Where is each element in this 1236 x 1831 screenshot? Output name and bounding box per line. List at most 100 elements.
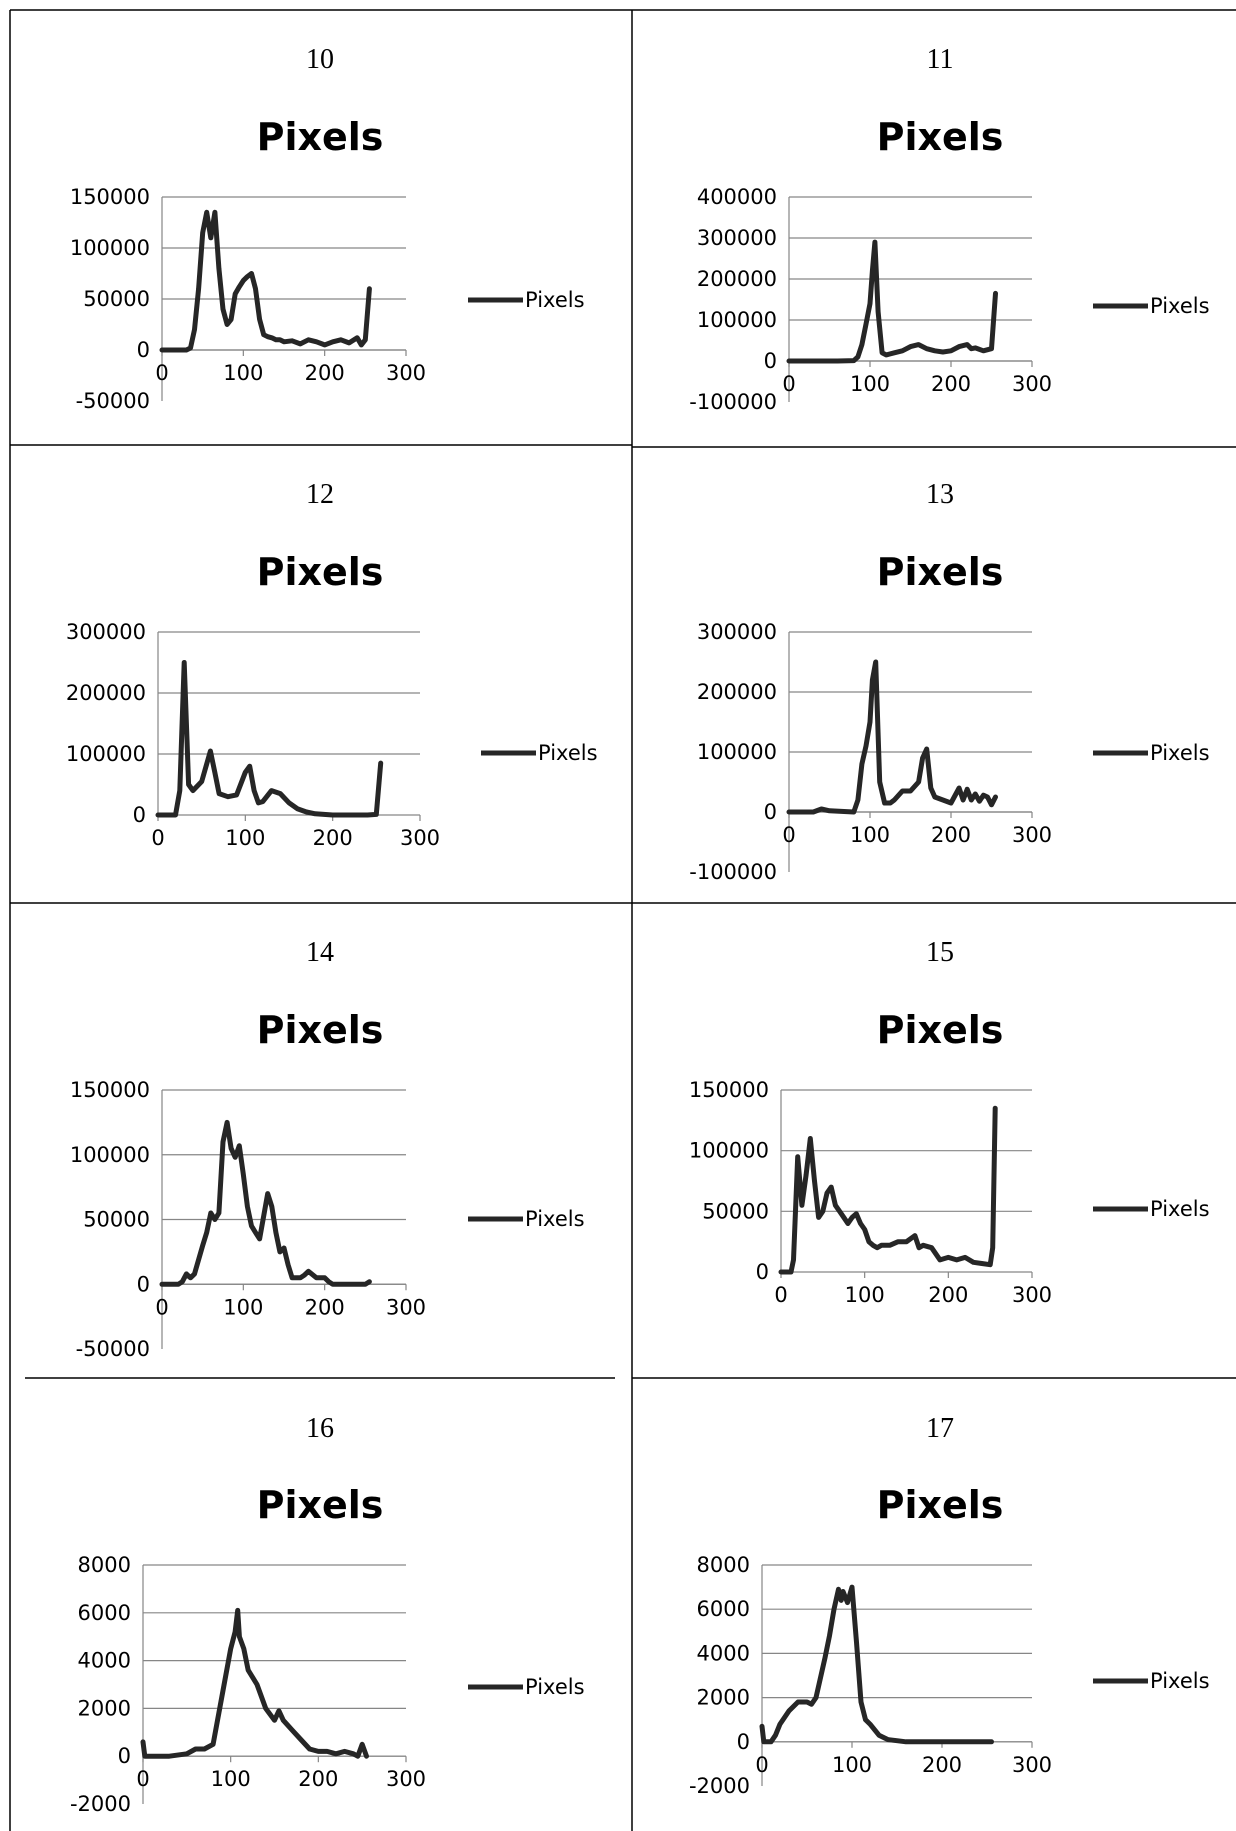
y-tick-label: 6000 bbox=[78, 1601, 131, 1625]
y-tick-label: 300000 bbox=[697, 620, 777, 644]
legend-label: Pixels bbox=[525, 1207, 585, 1231]
x-tick-label: 300 bbox=[1012, 372, 1052, 396]
y-tick-label: 2000 bbox=[697, 1686, 750, 1710]
x-tick-label: 200 bbox=[928, 1283, 968, 1307]
x-tick-label: 200 bbox=[931, 823, 971, 847]
y-tick-label: 200000 bbox=[66, 681, 146, 705]
x-tick-label: 0 bbox=[755, 1753, 768, 1777]
y-tick-label: 100000 bbox=[697, 308, 777, 332]
x-tick-label: 100 bbox=[832, 1753, 872, 1777]
x-tick-label: 300 bbox=[1012, 1753, 1052, 1777]
x-tick-label: 100 bbox=[223, 1295, 263, 1319]
chart-title: Pixels bbox=[877, 115, 1004, 159]
legend-label: Pixels bbox=[538, 741, 598, 765]
x-tick-label: 100 bbox=[223, 361, 263, 385]
chart-title: Pixels bbox=[877, 1008, 1004, 1052]
y-tick-label: 50000 bbox=[702, 1199, 769, 1223]
panel-number: 17 bbox=[926, 1413, 954, 1444]
x-tick-label: 300 bbox=[386, 1295, 426, 1319]
panel-number: 15 bbox=[926, 937, 954, 968]
x-tick-label: 200 bbox=[298, 1767, 338, 1791]
y-tick-label: 100000 bbox=[697, 740, 777, 764]
x-tick-label: 200 bbox=[313, 826, 353, 850]
x-tick-label: 100 bbox=[850, 372, 890, 396]
x-tick-label: 0 bbox=[774, 1283, 787, 1307]
chart-title: Pixels bbox=[257, 550, 384, 594]
legend-label: Pixels bbox=[1150, 1669, 1210, 1693]
y-tick-label: 100000 bbox=[689, 1139, 769, 1163]
x-tick-label: 100 bbox=[211, 1767, 251, 1791]
y-tick-label: -50000 bbox=[76, 1337, 150, 1361]
series-line bbox=[786, 239, 998, 364]
x-tick-label: 300 bbox=[1012, 823, 1052, 847]
y-tick-label: 300000 bbox=[66, 620, 146, 644]
legend-label: Pixels bbox=[1150, 1197, 1210, 1221]
y-tick-label: 8000 bbox=[78, 1553, 131, 1577]
y-tick-label: 150000 bbox=[70, 1078, 150, 1102]
y-tick-label: 6000 bbox=[697, 1597, 750, 1621]
chart-panel-15: 15 Pixels 150000 100000 50000 00 100 200 300 Pixe… bbox=[689, 937, 1210, 1307]
y-tick-label: 0 bbox=[756, 1260, 769, 1284]
y-tick-label: -2000 bbox=[70, 1792, 131, 1816]
y-tick-label: -50000 bbox=[76, 389, 150, 413]
y-tick-label: 0 bbox=[764, 349, 777, 373]
chart-title: Pixels bbox=[257, 115, 384, 159]
series-line bbox=[155, 660, 384, 818]
series-line bbox=[159, 209, 372, 353]
panel-number: 14 bbox=[306, 937, 334, 968]
y-tick-label: 100000 bbox=[70, 1143, 150, 1167]
series-line bbox=[140, 1607, 369, 1759]
y-tick-label: 300000 bbox=[697, 226, 777, 250]
y-tick-label: 0 bbox=[133, 803, 146, 827]
x-tick-label: 200 bbox=[305, 361, 345, 385]
x-tick-label: 100 bbox=[845, 1283, 885, 1307]
chart-panel-12: 12 Pixels 300000 200000 100000 00 100 200 300 Pix… bbox=[66, 479, 598, 850]
panel-number: 13 bbox=[926, 479, 954, 510]
chart-panel-11: 11Pixels4000003000002000001000000-100000… bbox=[689, 44, 1209, 414]
y-tick-label: -2000 bbox=[689, 1774, 750, 1798]
y-tick-label: 100000 bbox=[70, 236, 150, 260]
panel-number: 11 bbox=[927, 44, 954, 75]
x-tick-label: 100 bbox=[225, 826, 265, 850]
chart-title: Pixels bbox=[257, 1008, 384, 1052]
y-tick-label: -100000 bbox=[689, 390, 777, 414]
series-line bbox=[786, 659, 998, 815]
legend-label: Pixels bbox=[1150, 294, 1210, 318]
panel-number: 10 bbox=[306, 44, 334, 75]
y-tick-label: 2000 bbox=[78, 1696, 131, 1720]
y-tick-label: -100000 bbox=[689, 860, 777, 884]
legend-label: Pixels bbox=[1150, 741, 1210, 765]
series-line bbox=[159, 1119, 372, 1287]
x-tick-label: 300 bbox=[1012, 1283, 1052, 1307]
x-tick-label: 200 bbox=[922, 1753, 962, 1777]
y-tick-label: 0 bbox=[137, 1272, 150, 1296]
y-tick-label: 200000 bbox=[697, 267, 777, 291]
x-tick-label: 100 bbox=[850, 823, 890, 847]
panel-number: 16 bbox=[306, 1413, 334, 1444]
x-tick-label: 300 bbox=[386, 361, 426, 385]
x-tick-label: 0 bbox=[155, 1295, 168, 1319]
x-tick-label: 300 bbox=[386, 1767, 426, 1791]
y-tick-label: 0 bbox=[137, 338, 150, 362]
x-tick-label: 300 bbox=[400, 826, 440, 850]
y-tick-label: 4000 bbox=[697, 1641, 750, 1665]
series-line bbox=[778, 1105, 998, 1275]
y-tick-label: 50000 bbox=[83, 1208, 150, 1232]
y-tick-label: 8000 bbox=[697, 1553, 750, 1577]
x-tick-label: 0 bbox=[782, 372, 795, 396]
x-tick-label: 0 bbox=[151, 826, 164, 850]
y-tick-label: 150000 bbox=[689, 1078, 769, 1102]
y-tick-label: 400000 bbox=[697, 185, 777, 209]
legend-label: Pixels bbox=[525, 1675, 585, 1699]
y-tick-label: 0 bbox=[737, 1730, 750, 1754]
x-tick-label: 200 bbox=[305, 1295, 345, 1319]
y-tick-label: 200000 bbox=[697, 680, 777, 704]
chart-title: Pixels bbox=[877, 1483, 1004, 1527]
y-tick-label: 100000 bbox=[66, 742, 146, 766]
